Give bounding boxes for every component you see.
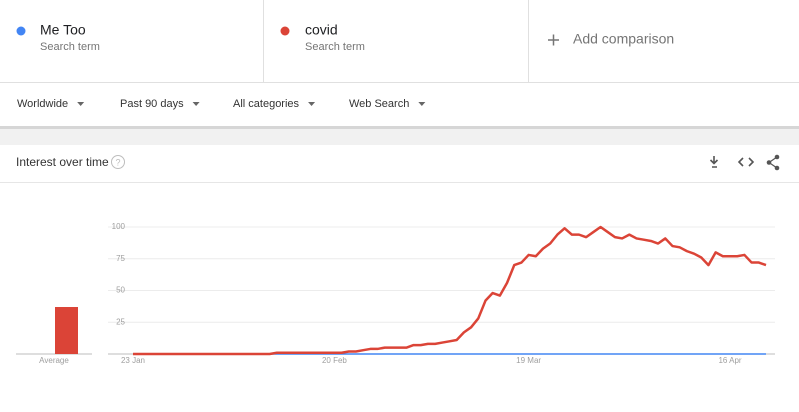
dropdown-arrow [192,102,200,106]
dropdown-arrow [418,102,426,106]
filter-dropdown[interactable]: Worldwide [17,98,68,110]
add-comparison[interactable]: Add comparison [573,31,674,47]
y-tick-label: 75 [116,254,125,263]
x-tick-label: 16 Apr [718,356,741,365]
term-subtitle: Search term [305,41,365,53]
plus-icon [548,34,559,46]
compare-bar [0,0,799,82]
gap [0,129,799,145]
card-title: Interest over time [16,155,109,169]
term-subtitle: Search term [40,41,100,53]
legend-dot [16,26,26,36]
filter-bar: Worldwide Past 90 days All categories Web S… [17,98,426,110]
legend-entry[interactable]: Me Too [40,22,86,38]
chart: 25 50 75 100 23 Jan 20 Feb 19 Mar 16 Apr Average [16,222,775,365]
shadow [0,126,799,129]
y-tick-label: 100 [112,222,126,231]
download-icon[interactable] [709,156,719,168]
y-tick-label: 50 [116,286,125,295]
average-bar [55,307,78,354]
filter-dropdown[interactable]: Past 90 days [120,98,184,110]
embed-icon[interactable] [737,157,755,167]
filter-dropdown[interactable]: Web Search [349,98,409,110]
dropdown-arrow [308,102,316,106]
x-tick-label: 23 Jan [121,356,145,365]
average-label: Average [39,356,69,365]
y-tick-label: 25 [116,317,125,326]
x-tick-label: 19 Mar [516,356,541,365]
legend-entry[interactable]: covid [305,22,338,38]
legend-dot [280,26,290,36]
share-icon[interactable] [766,154,780,171]
help-icon-glyph: ? [115,157,120,167]
help-icon[interactable] [111,155,125,169]
series-line [133,225,767,356]
filter-dropdown[interactable]: All categories [233,98,300,110]
x-tick-label: 20 Feb [322,356,347,365]
dropdown-arrow [77,102,85,106]
